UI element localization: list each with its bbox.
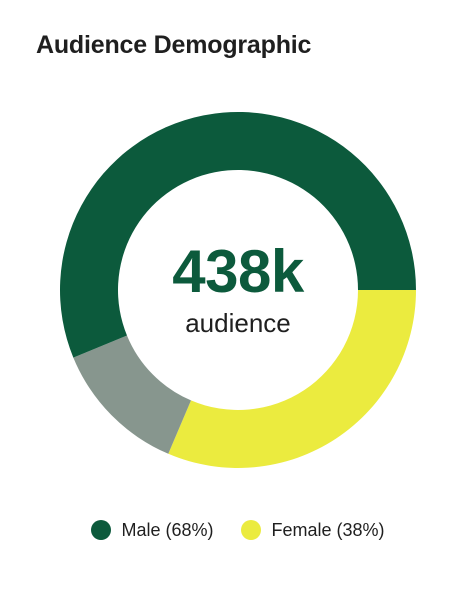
legend-item-female: Female (38%) [241,518,385,542]
legend-label-female: Female (38%) [271,520,385,540]
legend-label-male: Male (68%) [121,520,214,540]
chart-legend: Male (68%) Female (38%) [0,518,476,542]
donut-svg [60,112,417,468]
chart-title: Audience Demographic [36,31,312,59]
donut-slice-male [60,112,417,358]
legend-dot-female [241,520,262,540]
donut-chart: 438k audience [60,112,417,468]
donut-slice-female [168,290,416,468]
donut-slice-other [73,335,192,454]
legend-dot-male [91,520,112,540]
legend-item-male: Male (68%) [91,518,213,542]
